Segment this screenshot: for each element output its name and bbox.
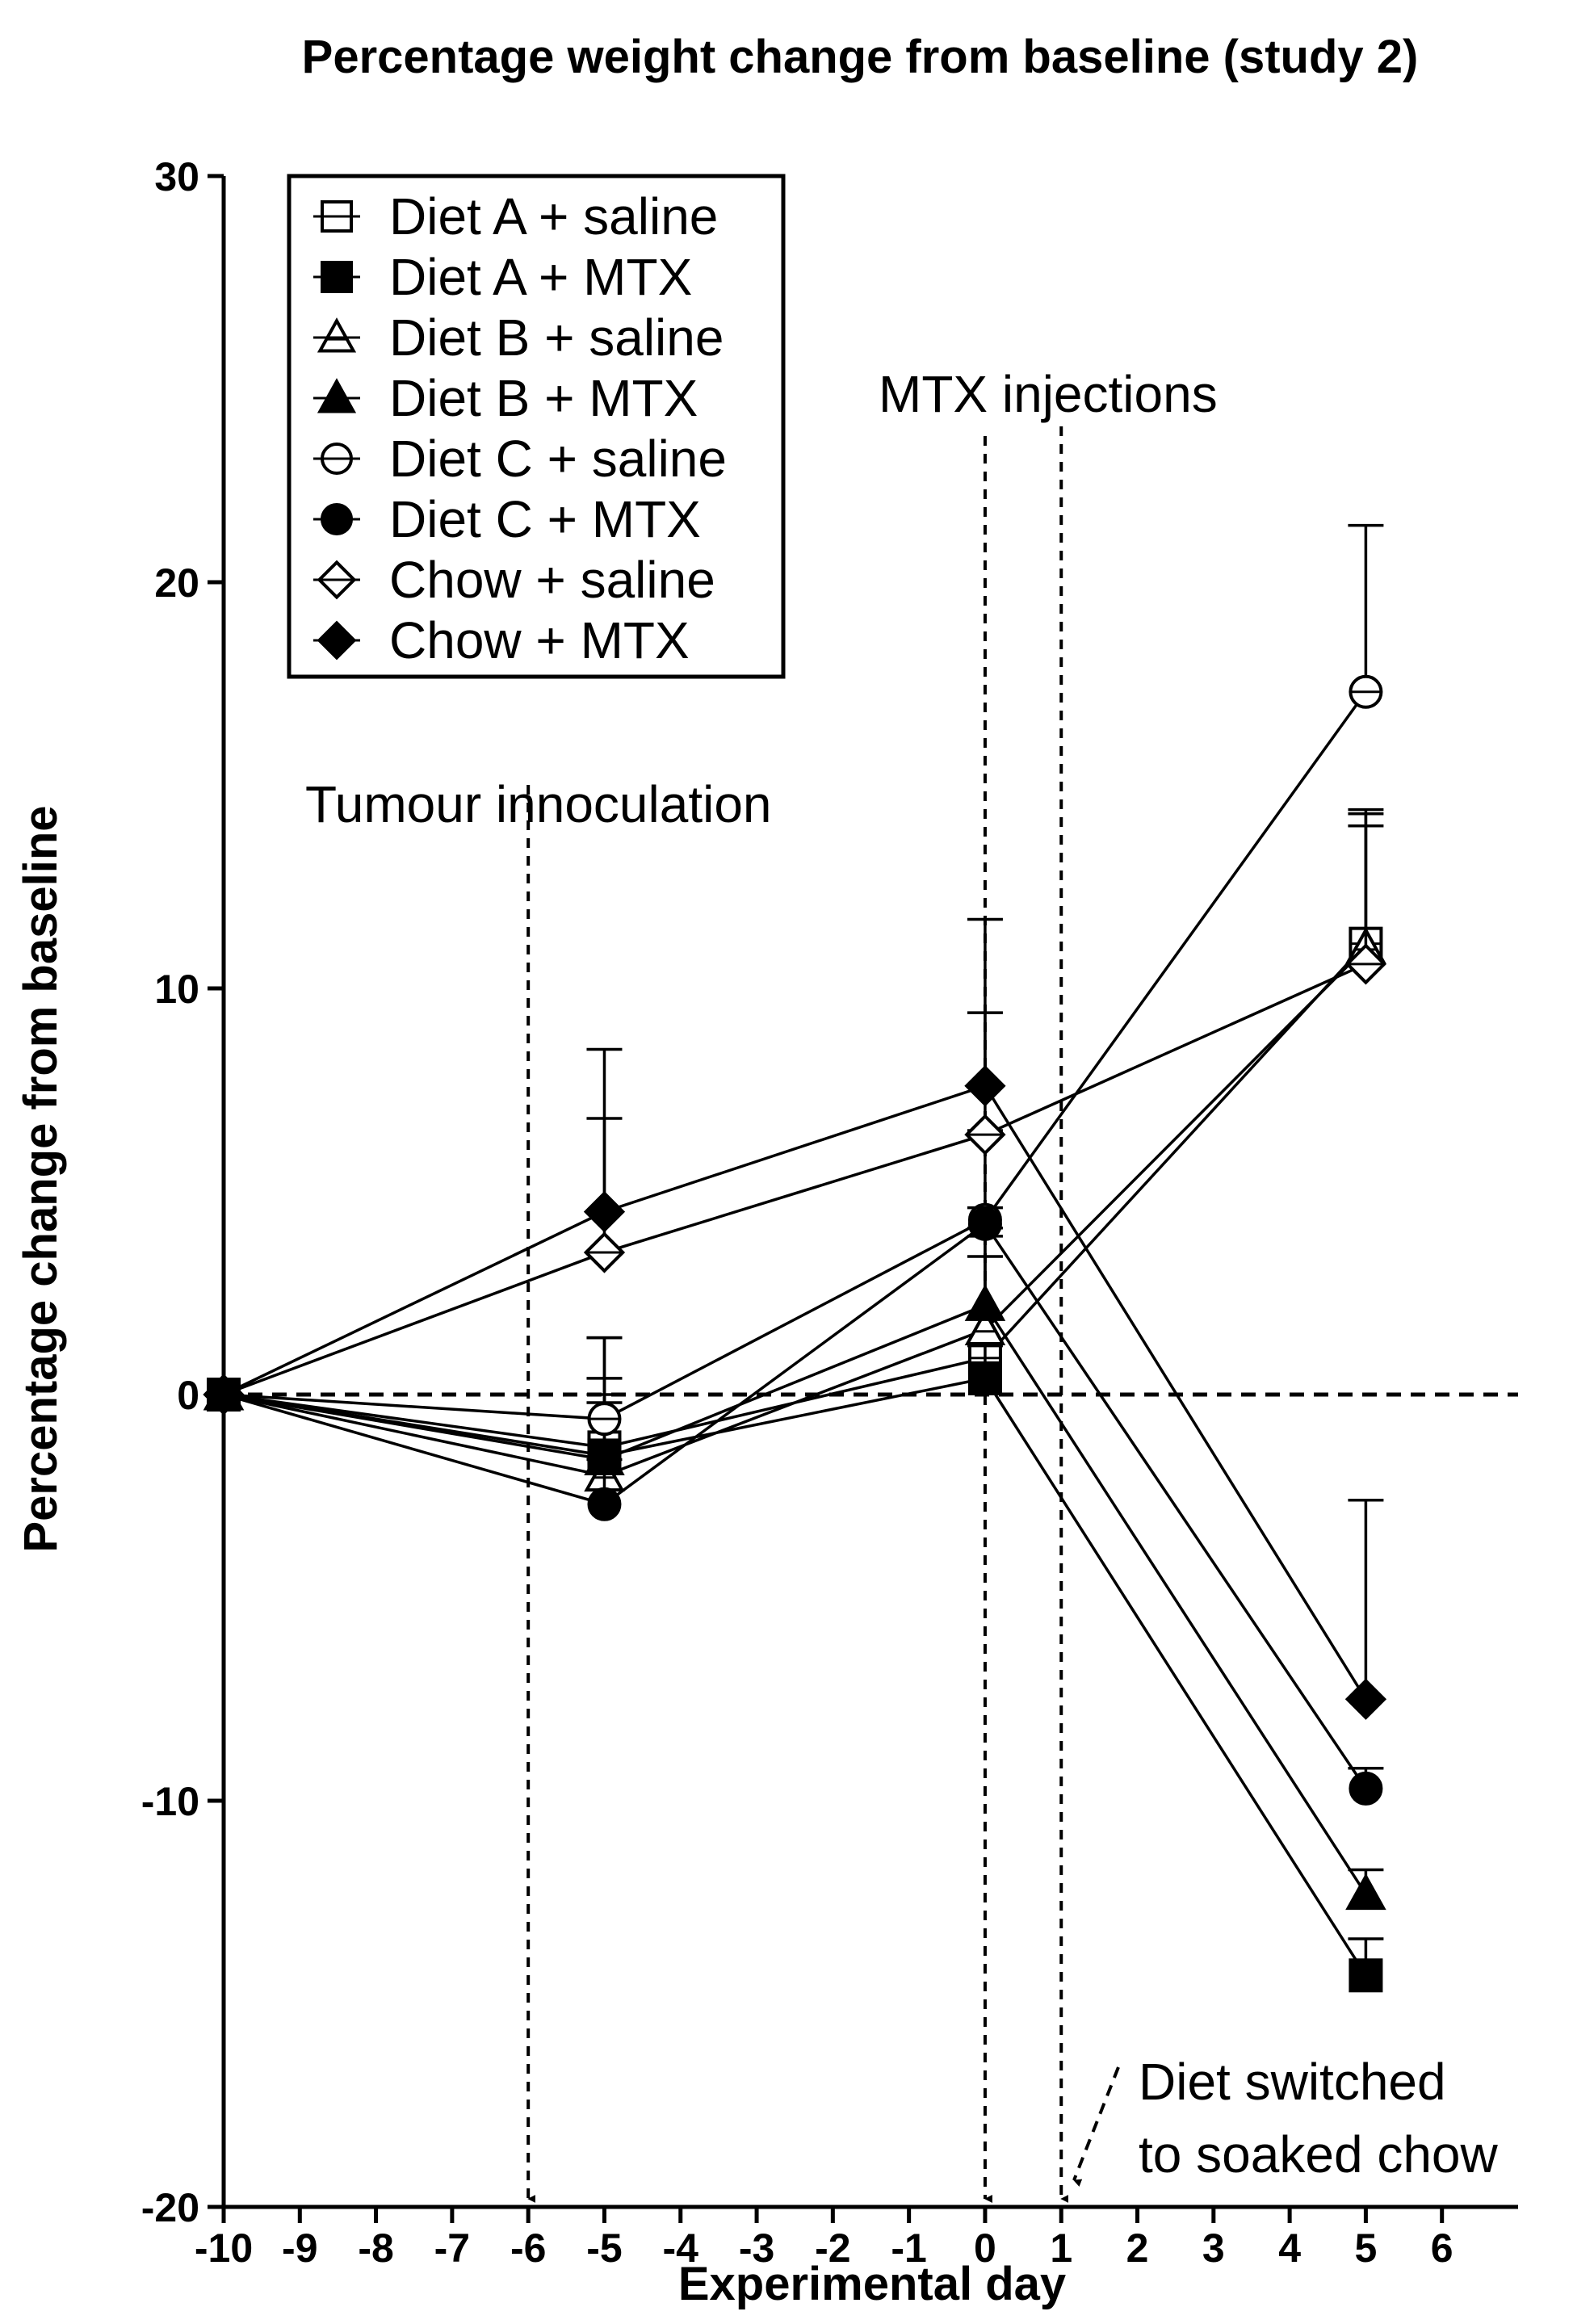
x-tick-label: -6 xyxy=(510,2225,546,2271)
event-label-mtx: MTX injections xyxy=(879,365,1218,423)
data-point xyxy=(1349,1958,1383,1993)
x-tick-label: 1 xyxy=(1050,2225,1072,2271)
series-diet-b-saline xyxy=(203,824,1386,1492)
y-tick-label: 20 xyxy=(154,560,199,606)
x-tick-label: 0 xyxy=(974,2225,996,2271)
legend-label-7: Chow + MTX xyxy=(389,611,690,669)
x-tick-label: 6 xyxy=(1431,2225,1453,2271)
x-tick-label: -10 xyxy=(195,2225,253,2271)
diet-switch-arrow xyxy=(1072,2066,1120,2187)
data-point xyxy=(583,1191,626,1233)
x-tick-label: 3 xyxy=(1202,2225,1225,2271)
series-line xyxy=(223,1084,1367,1701)
x-tick-label: -9 xyxy=(282,2225,317,2271)
chart-title: Percentage weight change from baseline (… xyxy=(302,31,1419,83)
y-tick-label: -10 xyxy=(141,1779,199,1824)
diet-switch-line-1: Diet switched xyxy=(1139,2053,1446,2111)
y-tick-label: -20 xyxy=(141,2185,199,2230)
data-point xyxy=(1344,1678,1387,1720)
x-axis-label: Experimental day xyxy=(678,2258,1066,2310)
legend-label-6: Chow + saline xyxy=(389,551,715,609)
data-series xyxy=(203,523,1387,1993)
data-point xyxy=(964,1065,1006,1107)
diet-switch-annotation: Diet switched to soaked chow xyxy=(1072,2053,1499,2187)
event-markers xyxy=(526,426,1069,2203)
legend-marker-2 xyxy=(317,317,357,353)
series-line xyxy=(223,1376,1367,1977)
x-tick-label: -1 xyxy=(891,2225,926,2271)
x-tick-label: -3 xyxy=(739,2225,774,2271)
mtx-injections-label: MTX injections xyxy=(879,365,1218,423)
legend-label-4: Diet C + saline xyxy=(389,430,727,488)
x-tick-label: -7 xyxy=(434,2225,470,2271)
series-line xyxy=(223,942,1367,1449)
series-diet-b-mtx xyxy=(203,1227,1386,1911)
series-diet-c-mtx xyxy=(207,1206,1384,1806)
x-tick-label: -4 xyxy=(663,2225,699,2271)
legend-label-3: Diet B + MTX xyxy=(389,369,698,427)
data-point xyxy=(1345,1873,1386,1911)
y-axis-label: Percentage change from baseline xyxy=(15,805,67,1552)
data-point xyxy=(964,1308,1006,1345)
event-label-tumour: Tumour innoculation xyxy=(305,775,772,833)
series-chow-saline xyxy=(203,808,1387,1416)
data-point xyxy=(964,1284,1006,1321)
legend-label-1: Diet A + MTX xyxy=(389,248,692,306)
diet-switch-line-2: to soaked chow xyxy=(1139,2125,1499,2183)
x-tick-label: -5 xyxy=(586,2225,622,2271)
y-tick-label: 0 xyxy=(177,1373,199,1418)
data-point xyxy=(967,1206,1002,1241)
x-tick-label: -2 xyxy=(815,2225,850,2271)
x-tick-label: 4 xyxy=(1278,2225,1301,2271)
legend-marker-3 xyxy=(317,378,357,413)
legend-label-0: Diet A + saline xyxy=(389,187,718,245)
data-point xyxy=(203,1374,245,1416)
y-tick-label: 30 xyxy=(154,154,199,199)
data-point xyxy=(587,1487,622,1521)
series-line xyxy=(223,946,1367,1478)
x-tick-label: 2 xyxy=(1126,2225,1149,2271)
series-line xyxy=(223,690,1367,1420)
x-tick-label: -8 xyxy=(358,2225,393,2271)
axes: -10 -9 -8 -7 -6 -5 -4 -3 -2 -1 0 1 2 3 4 5 6-20-10010203… xyxy=(141,154,1518,2271)
series-line xyxy=(223,1303,1367,1895)
tumour-innoculation-label: Tumour innoculation xyxy=(305,775,772,833)
legend-box xyxy=(287,174,786,679)
data-point xyxy=(967,1361,1002,1395)
legend-label-2: Diet B + saline xyxy=(389,308,724,367)
series-line xyxy=(223,1222,1367,1789)
x-tick-label: 5 xyxy=(1355,2225,1378,2271)
data-point xyxy=(1349,1771,1383,1806)
y-tick-label: 10 xyxy=(154,967,199,1012)
series-line xyxy=(223,963,1367,1396)
legend-label-5: Diet C + MTX xyxy=(389,490,701,548)
series-chow-mtx xyxy=(203,917,1387,1720)
